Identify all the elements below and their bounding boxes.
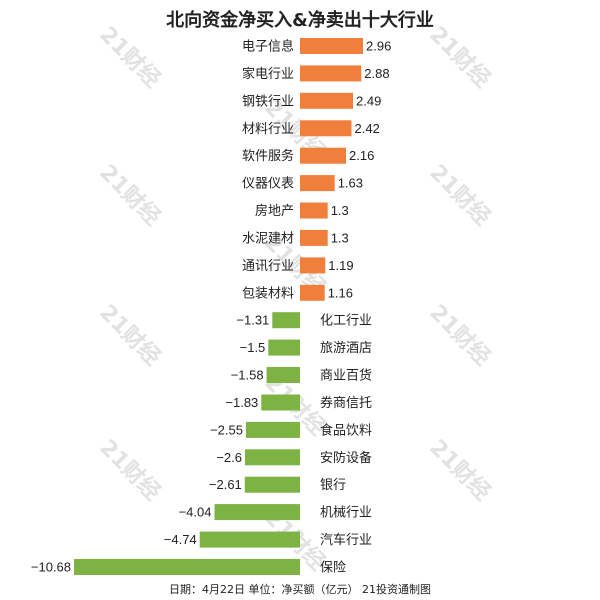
bar-10	[300, 284, 325, 301]
bar-18	[214, 504, 300, 521]
category-label: 通讯行业	[242, 259, 294, 274]
category-label: 房地产	[255, 203, 294, 219]
bar-7	[300, 202, 328, 219]
category-label: 电子信息	[242, 39, 294, 55]
category-label: 旅游酒店	[320, 341, 372, 356]
value-label: 2.42	[355, 121, 380, 136]
bar-14	[261, 394, 300, 411]
value-label: −1.5	[240, 340, 266, 355]
value-label: 1.16	[328, 285, 353, 300]
value-label: −2.6	[216, 450, 242, 465]
value-label: 2.88	[364, 66, 389, 81]
category-label: 食品饮料	[320, 422, 372, 438]
bar-17	[244, 476, 300, 493]
value-label: 1.19	[328, 258, 353, 273]
watermark-text: 21财经	[94, 21, 165, 92]
watermark-text: 21财经	[94, 159, 165, 230]
category-label: 仪器仪表	[242, 177, 294, 192]
value-label: −2.61	[209, 477, 242, 492]
bar-2	[300, 65, 362, 82]
watermark-text: 21财经	[94, 299, 165, 370]
value-label: −4.74	[164, 532, 197, 547]
value-label: −1.58	[231, 368, 264, 383]
watermark-text: 21财经	[424, 434, 495, 505]
watermark-text: 21财经	[424, 21, 495, 92]
category-label: 汽车行业	[320, 532, 372, 548]
bar-12	[268, 339, 300, 356]
bar-8	[300, 229, 328, 246]
value-label: 2.16	[349, 148, 374, 163]
category-label: 机械行业	[320, 506, 372, 521]
category-label: 水泥建材	[242, 231, 294, 246]
value-label: 2.49	[356, 93, 381, 108]
category-label: 安防设备	[320, 450, 372, 466]
bar-4	[300, 120, 352, 137]
category-label: 软件服务	[242, 148, 294, 164]
bar-13	[266, 367, 300, 383]
value-label: −1.83	[225, 395, 258, 410]
value-label: −4.04	[179, 505, 212, 520]
category-label: 化工行业	[320, 314, 372, 329]
value-label: −2.55	[210, 422, 243, 437]
footer-note: 日期：4月22日 单位：净买额（亿元） 21投资通制图	[169, 583, 431, 596]
category-label: 银行	[320, 478, 346, 493]
bars-layer	[74, 38, 363, 575]
value-label: −1.31	[236, 313, 269, 328]
value-label: 2.96	[366, 39, 391, 54]
category-label: 包装材料	[242, 286, 294, 301]
category-label: 家电行业	[242, 66, 294, 82]
bar-11	[272, 312, 300, 329]
chart-title: 北向资金净买入&净卖出十大行业	[166, 10, 434, 31]
bar-20	[74, 559, 300, 575]
category-label: 材料行业	[242, 122, 294, 137]
value-label: 1.3	[331, 203, 349, 218]
labels-layer: 电子信息 2.96 家电行业 2.88 钢铁行业 2.49 材料行业 2.42 软件服务 2.16…	[31, 39, 391, 576]
category-label: 商业百货	[320, 368, 372, 384]
value-label: −10.68	[31, 560, 71, 575]
watermark-text: 21财经	[424, 159, 495, 230]
category-label: 保险	[320, 561, 346, 576]
category-label: 券商信托	[320, 395, 372, 411]
watermark-text: 21财经	[94, 434, 165, 505]
watermark-text: 21财经	[424, 299, 495, 370]
value-label: 1.63	[338, 176, 363, 191]
bar-9	[300, 257, 326, 274]
bar-6	[300, 175, 335, 192]
category-label: 钢铁行业	[242, 94, 294, 109]
bar-16	[245, 449, 300, 466]
bar-1	[300, 38, 363, 54]
bar-19	[199, 531, 300, 548]
bar-3	[300, 92, 353, 109]
bar-5	[300, 147, 346, 164]
bar-15	[246, 421, 300, 438]
value-label: 1.3	[331, 230, 349, 245]
